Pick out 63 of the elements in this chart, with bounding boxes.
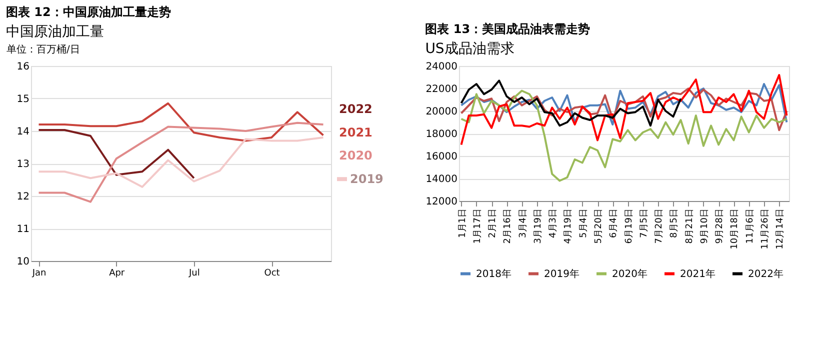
x-tick-label: 7月5日 xyxy=(639,208,650,238)
legend-label: 2019 xyxy=(350,172,384,186)
x-tick-label: Jan xyxy=(31,268,46,278)
chart-subtitle: US成品油需求 xyxy=(425,41,514,57)
x-tick-label: 8月21日 xyxy=(684,208,695,244)
y-tick-label: 12000 xyxy=(426,196,458,208)
line-series xyxy=(460,90,788,182)
y-tick-label: 12 xyxy=(16,192,30,202)
y-tick-label: 16000 xyxy=(426,152,458,162)
legend-label: 2020年 xyxy=(612,268,648,280)
x-tick-label: 4月3日 xyxy=(548,208,559,238)
x-tick-label: 2月1日 xyxy=(488,208,498,238)
y-tick-label: 16 xyxy=(16,62,30,72)
y-tick-label: 13 xyxy=(16,159,30,170)
line-series xyxy=(460,80,682,127)
line-series xyxy=(38,136,324,188)
y-tick-label: 14000 xyxy=(426,174,458,185)
y-tick-label: 24000 xyxy=(426,62,458,72)
x-tick-label: 7月20日 xyxy=(654,208,665,244)
y-axis-title: 单位：百万桶/日 xyxy=(6,44,80,56)
line-series xyxy=(460,88,788,132)
x-tick-label: 9月28日 xyxy=(715,208,726,244)
chart-title: 图表 12：中国原油加工量走势 xyxy=(6,5,171,19)
y-tick-label: 20000 xyxy=(426,106,458,118)
text: 2022 xyxy=(339,102,372,116)
x-tick-label: Apr xyxy=(109,268,125,278)
x-tick-label: 3月4日 xyxy=(518,208,528,238)
x-tick-label: 11月26日 xyxy=(760,208,771,250)
x-tick-label: 6月19日 xyxy=(624,208,634,244)
legend-label: 2022年 xyxy=(748,268,784,280)
y-tick-label: 10 xyxy=(16,256,30,268)
x-tick-label: 12月14日 xyxy=(776,208,786,250)
x-tick-label: 6月4日 xyxy=(609,208,620,238)
line-series xyxy=(38,129,195,180)
y-tick-label: 22000 xyxy=(426,84,458,95)
legend-label: 2018年 xyxy=(476,268,512,280)
legend-label: 2019年 xyxy=(544,268,580,280)
x-tick-label: 8月5日 xyxy=(670,208,680,238)
y-tick-label: 15 xyxy=(16,94,30,105)
x-tick-label: 11月6日 xyxy=(745,208,756,244)
x-tick-label: 9月10日 xyxy=(700,208,710,244)
line-series xyxy=(460,83,788,126)
series-label: 2021 xyxy=(339,125,372,140)
x-tick-label: 1月17日 xyxy=(472,208,483,244)
y-tick-label: 11 xyxy=(16,224,30,235)
x-tick-label: 3月19日 xyxy=(533,208,544,244)
line-series xyxy=(38,122,324,203)
x-tick-label: Jul xyxy=(188,268,200,278)
x-tick-label: Oct xyxy=(264,268,280,278)
x-tick-label: 10月18日 xyxy=(730,208,740,250)
y-tick-label: 14 xyxy=(16,126,30,138)
text: 2020 xyxy=(339,148,372,163)
x-tick-label: 5月20日 xyxy=(594,208,604,244)
x-tick-label: 1月1日 xyxy=(458,208,468,238)
chart-title: 图表 13：美国成品油表需走势 xyxy=(425,22,590,36)
x-tick-label: 2月16日 xyxy=(503,208,514,244)
x-tick-label: 5月4日 xyxy=(578,208,589,238)
x-tick-label: 4月19日 xyxy=(564,208,574,244)
chart-subtitle: 中国原油加工量 xyxy=(6,24,104,40)
y-tick-label: 18000 xyxy=(426,129,458,140)
line-series xyxy=(460,74,788,146)
line-series xyxy=(38,102,324,142)
legend-label: 2021年 xyxy=(680,268,716,280)
